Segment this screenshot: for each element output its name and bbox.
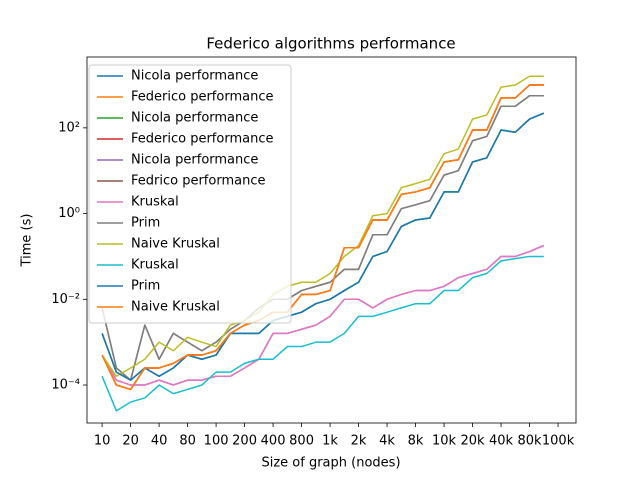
series-line	[101, 112, 545, 381]
legend-label: Federico performance	[131, 132, 273, 147]
y-tick-label: 10⁰	[58, 206, 80, 221]
series-line	[101, 84, 544, 391]
series-line	[101, 95, 544, 381]
legend-label: Nicola performance	[131, 69, 258, 84]
x-tick-label: 2k	[351, 434, 367, 449]
series-line	[101, 244, 545, 386]
x-tick-label: 40k	[489, 434, 514, 449]
x-tick-label: 10k	[432, 434, 457, 449]
x-tick-label: 800	[289, 434, 314, 449]
legend-label: Nicola performance	[131, 111, 258, 126]
legend-label: Kruskal	[131, 195, 179, 210]
x-tick-label: 100k	[542, 434, 575, 449]
x-tick-label: 80	[179, 434, 196, 449]
x-tick-label: 80k	[518, 434, 543, 449]
x-tick-label: 10	[94, 434, 111, 449]
legend-label: Naive Kruskal	[131, 300, 220, 315]
x-tick-label: 1k	[322, 434, 338, 449]
legend-label: Prim	[131, 216, 160, 231]
legend-box	[88, 64, 292, 324]
legend-label: Kruskal	[131, 258, 179, 273]
y-axis-label: Time (s)	[20, 214, 35, 268]
legend-label: Prim	[131, 279, 160, 294]
legend-label: Fedrico performance	[131, 174, 265, 189]
x-tick-label: 40	[151, 434, 168, 449]
x-tick-label: 400	[261, 434, 286, 449]
x-tick-label: 4k	[379, 434, 395, 449]
plot-frame	[86, 56, 577, 424]
chart-title: Federico algorithms performance	[206, 35, 455, 53]
legend-label: Nicola performance	[131, 153, 258, 168]
x-tick-label: 8k	[408, 434, 424, 449]
x-tick-label: 20	[122, 434, 139, 449]
y-tick-label: 10⁻²	[51, 292, 80, 307]
y-tick-label: 10⁻⁴	[51, 378, 80, 393]
x-tick-label: 20k	[461, 434, 486, 449]
series-line	[101, 75, 544, 378]
x-tick-label: 100	[204, 434, 229, 449]
plot-lines	[101, 75, 545, 412]
x-tick-label: 200	[232, 434, 257, 449]
series-line	[101, 255, 544, 412]
legend-label: Naive Kruskal	[131, 237, 220, 252]
x-axis-label: Size of graph (nodes)	[261, 456, 400, 471]
legend-label: Federico performance	[131, 90, 273, 105]
y-tick-label: 10²	[58, 120, 80, 135]
